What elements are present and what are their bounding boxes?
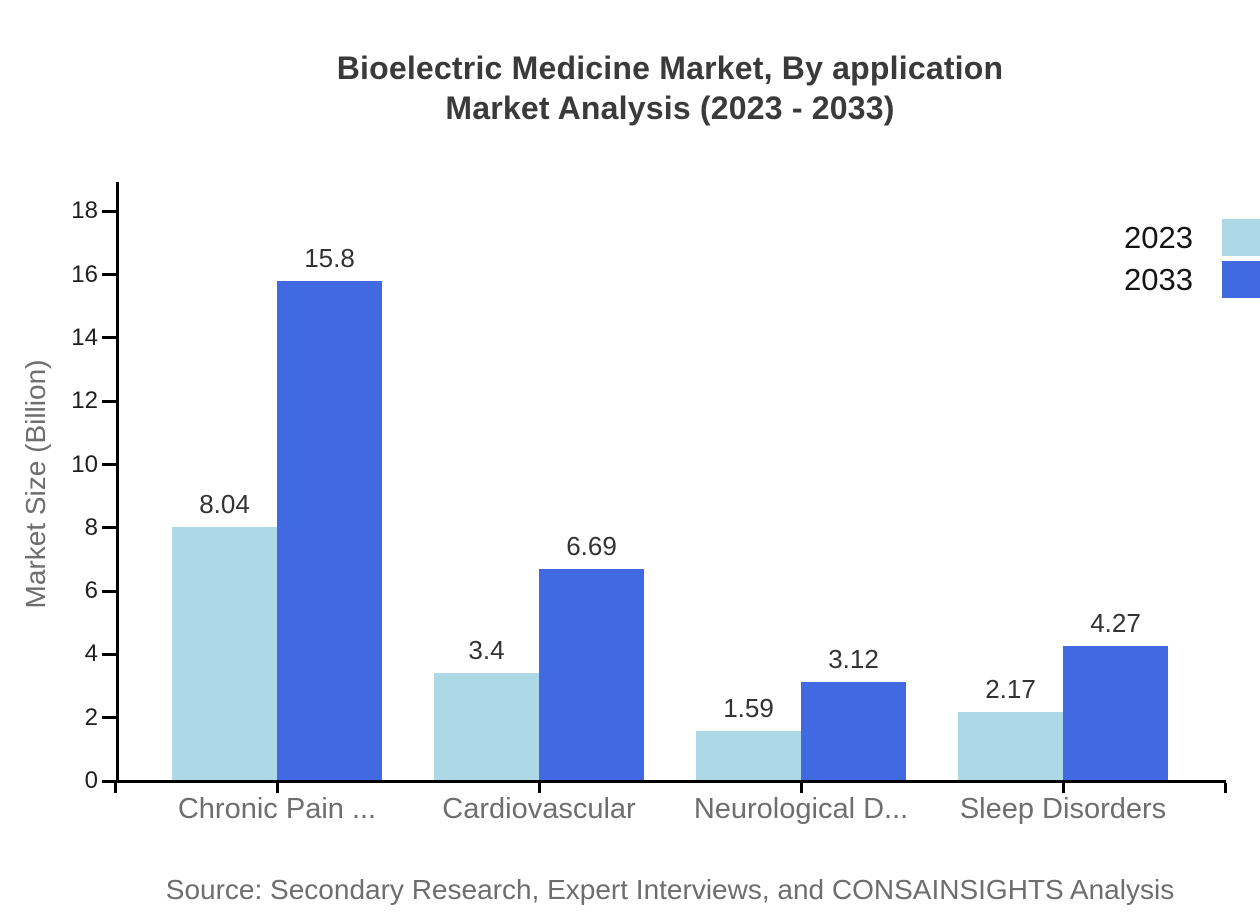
x-tick-5	[1223, 783, 1227, 793]
y-tick-label-4: 4	[84, 640, 98, 668]
y-tick-14	[102, 336, 116, 340]
x-tick-1	[275, 783, 279, 793]
y-tick-18	[102, 209, 116, 213]
y-tick-6	[102, 589, 116, 593]
legend-label-2023: 2023	[1124, 220, 1193, 255]
bar-2023-neurological-d	[696, 730, 801, 781]
y-tick-16	[102, 273, 116, 277]
chart-title: Bioelectric Medicine Market, By applicat…	[115, 48, 1225, 128]
legend-swatch-2023	[1222, 219, 1260, 256]
y-tick-label-8: 8	[84, 513, 98, 541]
bar-2033-cardiovascular	[539, 569, 644, 781]
legend-swatch-2033	[1222, 261, 1260, 298]
y-tick-label-6: 6	[84, 577, 98, 605]
y-tick-4	[102, 652, 116, 656]
y-tick-label-16: 16	[71, 260, 98, 288]
x-tick-3	[799, 783, 803, 793]
bar-2023-chronic-pain	[172, 526, 277, 781]
y-tick-12	[102, 399, 116, 403]
x-tick-4	[1061, 783, 1065, 793]
y-tick-0	[102, 779, 116, 783]
bar-2023-sleep-disorders	[958, 712, 1063, 781]
x-category-label-neurological-d: Neurological D...	[693, 793, 909, 825]
y-axis-line	[116, 182, 119, 783]
x-axis-line	[115, 780, 1226, 783]
bar-2033-sleep-disorders	[1063, 645, 1168, 781]
y-tick-label-14: 14	[71, 323, 98, 351]
legend-label-2033: 2033	[1124, 262, 1193, 297]
x-category-label-sleep-disorders: Sleep Disorders	[959, 793, 1167, 825]
value-label-2023-sleep-disorders: 2.17	[985, 674, 1036, 705]
value-label-2023-cardiovascular: 3.4	[468, 635, 505, 666]
y-tick-label-2: 2	[84, 703, 98, 731]
bar-2023-cardiovascular	[434, 673, 539, 781]
y-tick-2	[102, 716, 116, 720]
chart-title-line2: Market Analysis (2023 - 2033)	[445, 90, 895, 126]
y-tick-label-0: 0	[84, 767, 98, 794]
x-tick-0	[113, 783, 117, 793]
value-label-2023-neurological-d: 1.59	[723, 692, 774, 723]
y-tick-label-10: 10	[71, 450, 98, 478]
y-tick-label-18: 18	[71, 197, 98, 225]
x-category-label-chronic-pain: Chronic Pain ...	[177, 793, 377, 825]
x-tick-2	[537, 783, 541, 793]
x-category-label-cardiovascular: Cardiovascular	[442, 793, 636, 825]
chart-title-line1: Bioelectric Medicine Market, By applicat…	[336, 50, 1004, 86]
y-tick-8	[102, 526, 116, 530]
value-label-2033-cardiovascular: 6.69	[566, 531, 617, 562]
y-tick-10	[102, 463, 116, 466]
bar-2033-neurological-d	[801, 682, 906, 781]
source-note: Source: Secondary Research, Expert Inter…	[165, 874, 1175, 905]
value-label-2023-chronic-pain: 8.04	[199, 488, 250, 519]
bar-2033-chronic-pain	[277, 280, 382, 781]
value-label-2033-chronic-pain: 15.8	[304, 242, 355, 273]
y-tick-label-12: 12	[71, 387, 98, 415]
value-label-2033-neurological-d: 3.12	[828, 644, 879, 675]
value-label-2033-sleep-disorders: 4.27	[1090, 607, 1141, 638]
